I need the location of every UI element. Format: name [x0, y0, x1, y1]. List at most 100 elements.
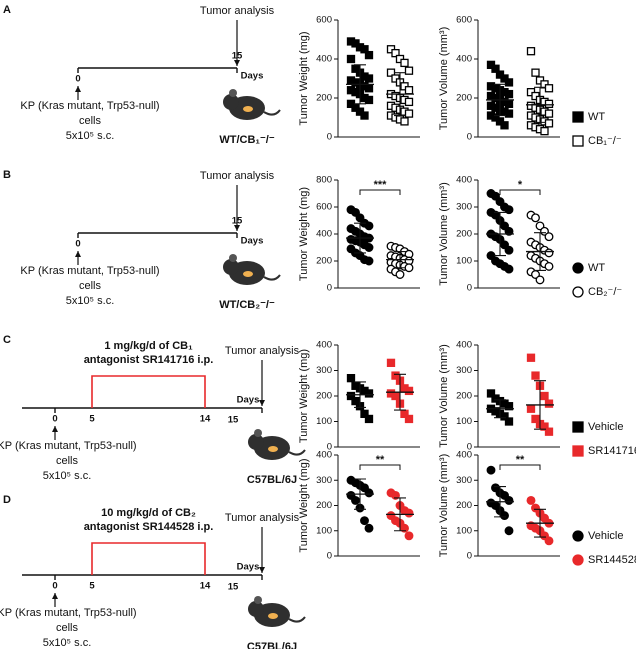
cells-label: KP (Kras mutant, Trp53-null) [20, 265, 159, 277]
mouse-tail [288, 616, 306, 623]
data-point [544, 99, 554, 108]
data-point [526, 353, 536, 362]
data-point [531, 371, 540, 380]
data-point [395, 270, 405, 279]
cells-label: 5x10⁵ s.c. [43, 637, 92, 649]
sig-bracket [499, 464, 541, 470]
treatment-label: 1 mg/kg/d of CB₁ [104, 340, 193, 352]
mouse-label: WT/CB₁⁻/⁻ [219, 134, 274, 146]
data-point [544, 261, 554, 271]
error-bar [534, 232, 546, 271]
data-point [351, 396, 360, 406]
data-point [364, 50, 374, 60]
days-label: Days [237, 562, 260, 573]
data-point [540, 391, 549, 401]
sig-bracket [359, 189, 401, 195]
data-point [400, 523, 409, 533]
data-point [404, 508, 414, 518]
y-tick-label: 200 [456, 391, 472, 402]
data-point [504, 205, 514, 215]
sig-bracket [499, 189, 541, 195]
arrow-head [259, 567, 265, 573]
y-tick-label: 400 [316, 450, 332, 461]
data-point [360, 45, 369, 54]
data-point [364, 243, 374, 252]
error-bar [394, 251, 406, 269]
y-axis-label: Tumor Volume (mm³) [438, 27, 450, 131]
error-bar [534, 380, 546, 430]
data-point [500, 412, 509, 421]
arrow-head [259, 400, 265, 406]
y-axis-label: Tumor Weight (mg) [298, 31, 310, 125]
y-tick-label: 200 [316, 391, 332, 402]
y-tick-label: 0 [327, 283, 332, 294]
cells-label: 5x10⁵ s.c. [66, 295, 115, 307]
legend-label: CB₂⁻/⁻ [588, 286, 622, 298]
y-tick-label: 200 [456, 93, 472, 104]
day-label: 0 [52, 581, 57, 592]
mouse-tail [263, 274, 281, 281]
data-point [504, 99, 514, 108]
y-tick-label: 0 [467, 442, 472, 453]
mouse-tumor [268, 613, 278, 619]
mouse-tumor [243, 271, 253, 277]
data-point [360, 409, 369, 419]
sig-label: ** [376, 454, 385, 466]
data-point [364, 221, 374, 231]
legend-marker [572, 262, 584, 274]
y-tick-label: 300 [456, 202, 472, 213]
y-tick-label: 300 [316, 475, 332, 486]
error-bar [354, 381, 366, 409]
sig-label: *** [374, 179, 388, 191]
analysis-label: Tumor analysis [225, 345, 300, 357]
y-tick-label: 400 [456, 54, 472, 65]
data-point [500, 511, 509, 521]
y-tick-label: 300 [456, 365, 472, 376]
error-bar [494, 83, 506, 117]
data-point [364, 95, 374, 105]
y-tick-label: 0 [467, 132, 472, 143]
data-point [360, 111, 369, 120]
analysis-label: Tumor analysis [225, 512, 300, 524]
legend-marker [572, 421, 584, 433]
data-point [504, 89, 514, 99]
error-bar [394, 497, 406, 532]
treatment-label: antagonist SR141716 i.p. [84, 354, 214, 366]
data-point [364, 488, 374, 498]
sig-label: * [518, 179, 523, 191]
mouse-label: C57BL/6J [247, 474, 297, 486]
days-label: Days [241, 236, 264, 247]
analysis-label: Tumor analysis [200, 5, 275, 17]
legend-marker [572, 445, 584, 457]
mouse-ear [229, 89, 237, 97]
mouse-head [223, 94, 239, 110]
legend-label: WT [588, 262, 605, 274]
treatment-bracket [91, 375, 206, 408]
y-tick-label: 400 [456, 450, 472, 461]
y-tick-label: 200 [456, 500, 472, 511]
data-point [504, 417, 514, 426]
data-point [400, 58, 409, 68]
data-point [400, 117, 409, 126]
day-label: 0 [75, 239, 80, 250]
mouse-tail [263, 109, 281, 116]
error-bar [494, 486, 506, 518]
y-tick-label: 600 [316, 15, 332, 26]
sig-label: ** [516, 454, 525, 466]
mouse-tail [288, 449, 306, 456]
mouse-tumor [243, 106, 253, 112]
y-tick-label: 200 [456, 229, 472, 240]
cells-label: 5x10⁵ s.c. [43, 470, 92, 482]
mouse-label: WT/CB₂⁻/⁻ [219, 299, 275, 311]
arrow-head [75, 86, 81, 92]
data-point [504, 526, 514, 536]
data-point [364, 414, 374, 424]
data-point [544, 109, 554, 118]
error-bar [354, 222, 366, 254]
y-tick-label: 200 [316, 500, 332, 511]
y-tick-label: 400 [316, 340, 332, 351]
data-point [360, 516, 369, 526]
data-point [504, 496, 514, 505]
data-point [531, 414, 540, 424]
